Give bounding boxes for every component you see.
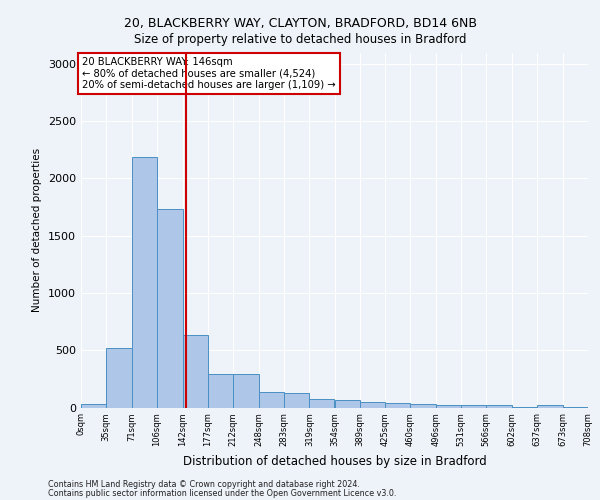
X-axis label: Distribution of detached houses by size in Bradford: Distribution of detached houses by size … xyxy=(182,454,487,468)
Bar xyxy=(335,400,359,407)
Text: 20 BLACKBERRY WAY: 146sqm
← 80% of detached houses are smaller (4,524)
20% of se: 20 BLACKBERRY WAY: 146sqm ← 80% of detac… xyxy=(82,57,336,90)
Text: Contains public sector information licensed under the Open Government Licence v3: Contains public sector information licen… xyxy=(48,488,397,498)
Text: 20, BLACKBERRY WAY, CLAYTON, BRADFORD, BD14 6NB: 20, BLACKBERRY WAY, CLAYTON, BRADFORD, B… xyxy=(124,18,476,30)
Text: Size of property relative to detached houses in Bradford: Size of property relative to detached ho… xyxy=(134,32,466,46)
Bar xyxy=(487,405,512,407)
Bar xyxy=(208,374,233,408)
Bar xyxy=(310,399,335,407)
Bar xyxy=(385,404,410,407)
Bar xyxy=(233,374,259,408)
Bar xyxy=(157,210,182,408)
Bar xyxy=(410,404,436,407)
Text: Contains HM Land Registry data © Crown copyright and database right 2024.: Contains HM Land Registry data © Crown c… xyxy=(48,480,360,489)
Bar xyxy=(182,336,208,407)
Bar xyxy=(512,407,537,408)
Y-axis label: Number of detached properties: Number of detached properties xyxy=(32,148,43,312)
Bar xyxy=(284,392,310,407)
Bar xyxy=(132,158,157,408)
Bar xyxy=(106,348,132,408)
Bar xyxy=(436,405,461,407)
Bar xyxy=(259,392,284,407)
Bar xyxy=(563,407,588,408)
Bar xyxy=(359,402,385,407)
Bar xyxy=(81,404,106,407)
Bar xyxy=(461,405,487,407)
Bar xyxy=(537,405,563,407)
